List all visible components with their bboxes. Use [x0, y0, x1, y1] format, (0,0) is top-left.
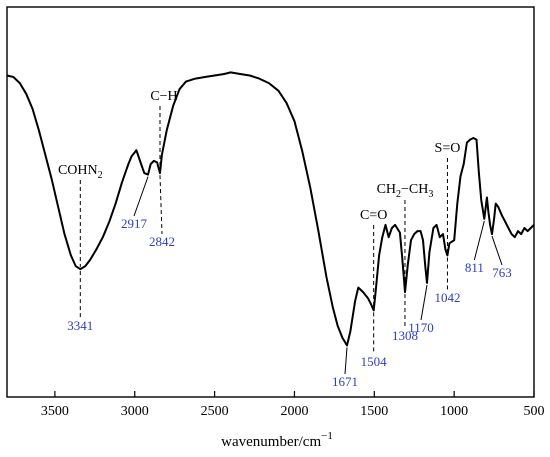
peak-label: 2842 — [149, 234, 175, 249]
x-tick-label: 2500 — [201, 404, 229, 419]
functional-group-labels: COHN2 C−H C=O CH2−CH3 S=O — [58, 89, 460, 223]
annotation-lines — [79, 106, 503, 375]
x-axis-title: wavenumber/cm−1 — [221, 430, 333, 450]
functional-group-label: C=O — [360, 208, 387, 223]
peak-label: 1042 — [434, 290, 460, 305]
functional-group-label: COHN2 — [58, 163, 103, 181]
peak-leader-line — [491, 235, 503, 266]
x-tick-label: 2000 — [280, 404, 308, 419]
peak-label: 1170 — [408, 320, 434, 335]
peak-label: 1671 — [332, 374, 358, 389]
x-tick-label: 1500 — [360, 404, 388, 419]
x-axis-ticks — [54, 391, 535, 397]
peak-leader-line — [159, 175, 163, 235]
peak-label: 763 — [492, 265, 512, 280]
x-tick-label: 500 — [524, 404, 545, 419]
peak-label: 2917 — [121, 216, 148, 231]
functional-group-label: S=O — [435, 141, 461, 156]
functional-group-label: C−H — [150, 89, 177, 104]
peak-label: 811 — [465, 260, 484, 275]
peak-label: 1308 — [392, 328, 418, 343]
peak-label: 3341 — [67, 318, 93, 333]
x-tick-label: 1000 — [440, 404, 468, 419]
plot-frame — [6, 6, 535, 398]
functional-group-label: CH2−CH3 — [377, 182, 434, 200]
peak-leader-line — [420, 284, 428, 321]
peak-leader-line — [344, 347, 348, 375]
peak-leader-line — [473, 220, 485, 261]
x-tick-label: 3000 — [121, 404, 149, 419]
series-line-spectrum — [6, 71, 535, 347]
x-tick-label: 3500 — [41, 404, 69, 419]
peak-label: 1504 — [361, 354, 388, 369]
peak-leader-line — [133, 176, 149, 217]
x-axis-tick-labels: 3500 3000 2500 2000 1500 1000 500 — [41, 404, 545, 419]
